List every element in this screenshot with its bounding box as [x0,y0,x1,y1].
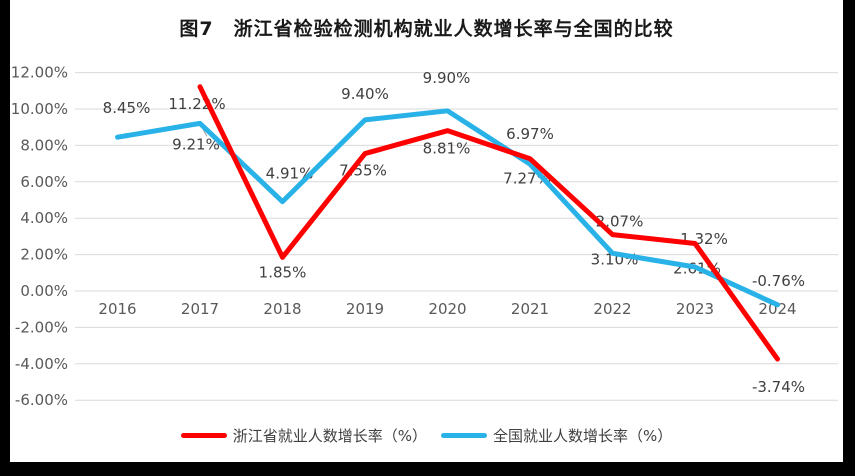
data-label: 8.45% [103,99,151,117]
x-tick-label: 2019 [346,300,384,318]
data-label: 1.85% [259,263,307,281]
legend-item-national: 全国就业人数增长率（%） [441,425,672,446]
zhejiang-series-line [197,84,780,362]
y-tick-label: 10.00% [11,100,68,118]
data-label: 9.90% [423,69,471,87]
y-tick-label: 2.00% [20,246,68,264]
zhejiang-line-swatch [180,433,227,438]
data-label: 6.97% [506,125,554,143]
window-edge-left [0,0,10,476]
chart-legend: 浙江省就业人数增长率（%） 全国就业人数增长率（%） [10,425,843,446]
chart-title: 图7 浙江省检验检测机构就业人数增长率与全国的比较 [179,18,674,40]
x-tick-label: 2023 [676,300,714,318]
x-tick-label: 2016 [98,300,136,318]
y-tick-label: -2.00% [15,318,68,336]
legend-item-zhejiang: 浙江省就业人数增长率（%） [180,425,427,446]
data-label: 8.81% [423,140,471,158]
data-label: 9.21% [172,135,220,153]
data-label: 4.91% [266,165,314,183]
data-label: 11.22% [168,95,225,113]
legend-label-zhejiang: 浙江省就业人数增长率（%） [232,427,427,445]
y-tick-label: 0.00% [20,282,68,300]
data-label: 2.07% [596,212,644,230]
x-tick-label: 2020 [428,300,466,318]
x-tick-label: 2022 [593,300,631,318]
y-tick-label: 6.00% [20,173,68,191]
national-series-line [115,108,780,308]
data-label: -3.74% [752,378,805,396]
national-line-swatch [441,433,487,438]
y-tick-label: 8.00% [20,136,68,154]
x-tick-label: 2018 [263,300,301,318]
x-tick-label: 2024 [758,300,796,318]
data-label: -0.76% [752,272,805,290]
y-tick-label: 12.00% [11,64,68,82]
window-edge-right [843,0,855,476]
x-tick-label: 2017 [181,300,219,318]
window-edge-bottom [0,462,855,476]
x-tick-label: 2021 [511,300,549,318]
y-tick-label: -4.00% [15,355,68,373]
y-tick-label: -6.00% [15,391,68,409]
legend-label-national: 全国就业人数增长率（%） [493,427,673,445]
y-tick-label: 4.00% [20,209,68,227]
data-label: 9.40% [341,85,389,103]
data-label: 1.32% [680,230,728,248]
